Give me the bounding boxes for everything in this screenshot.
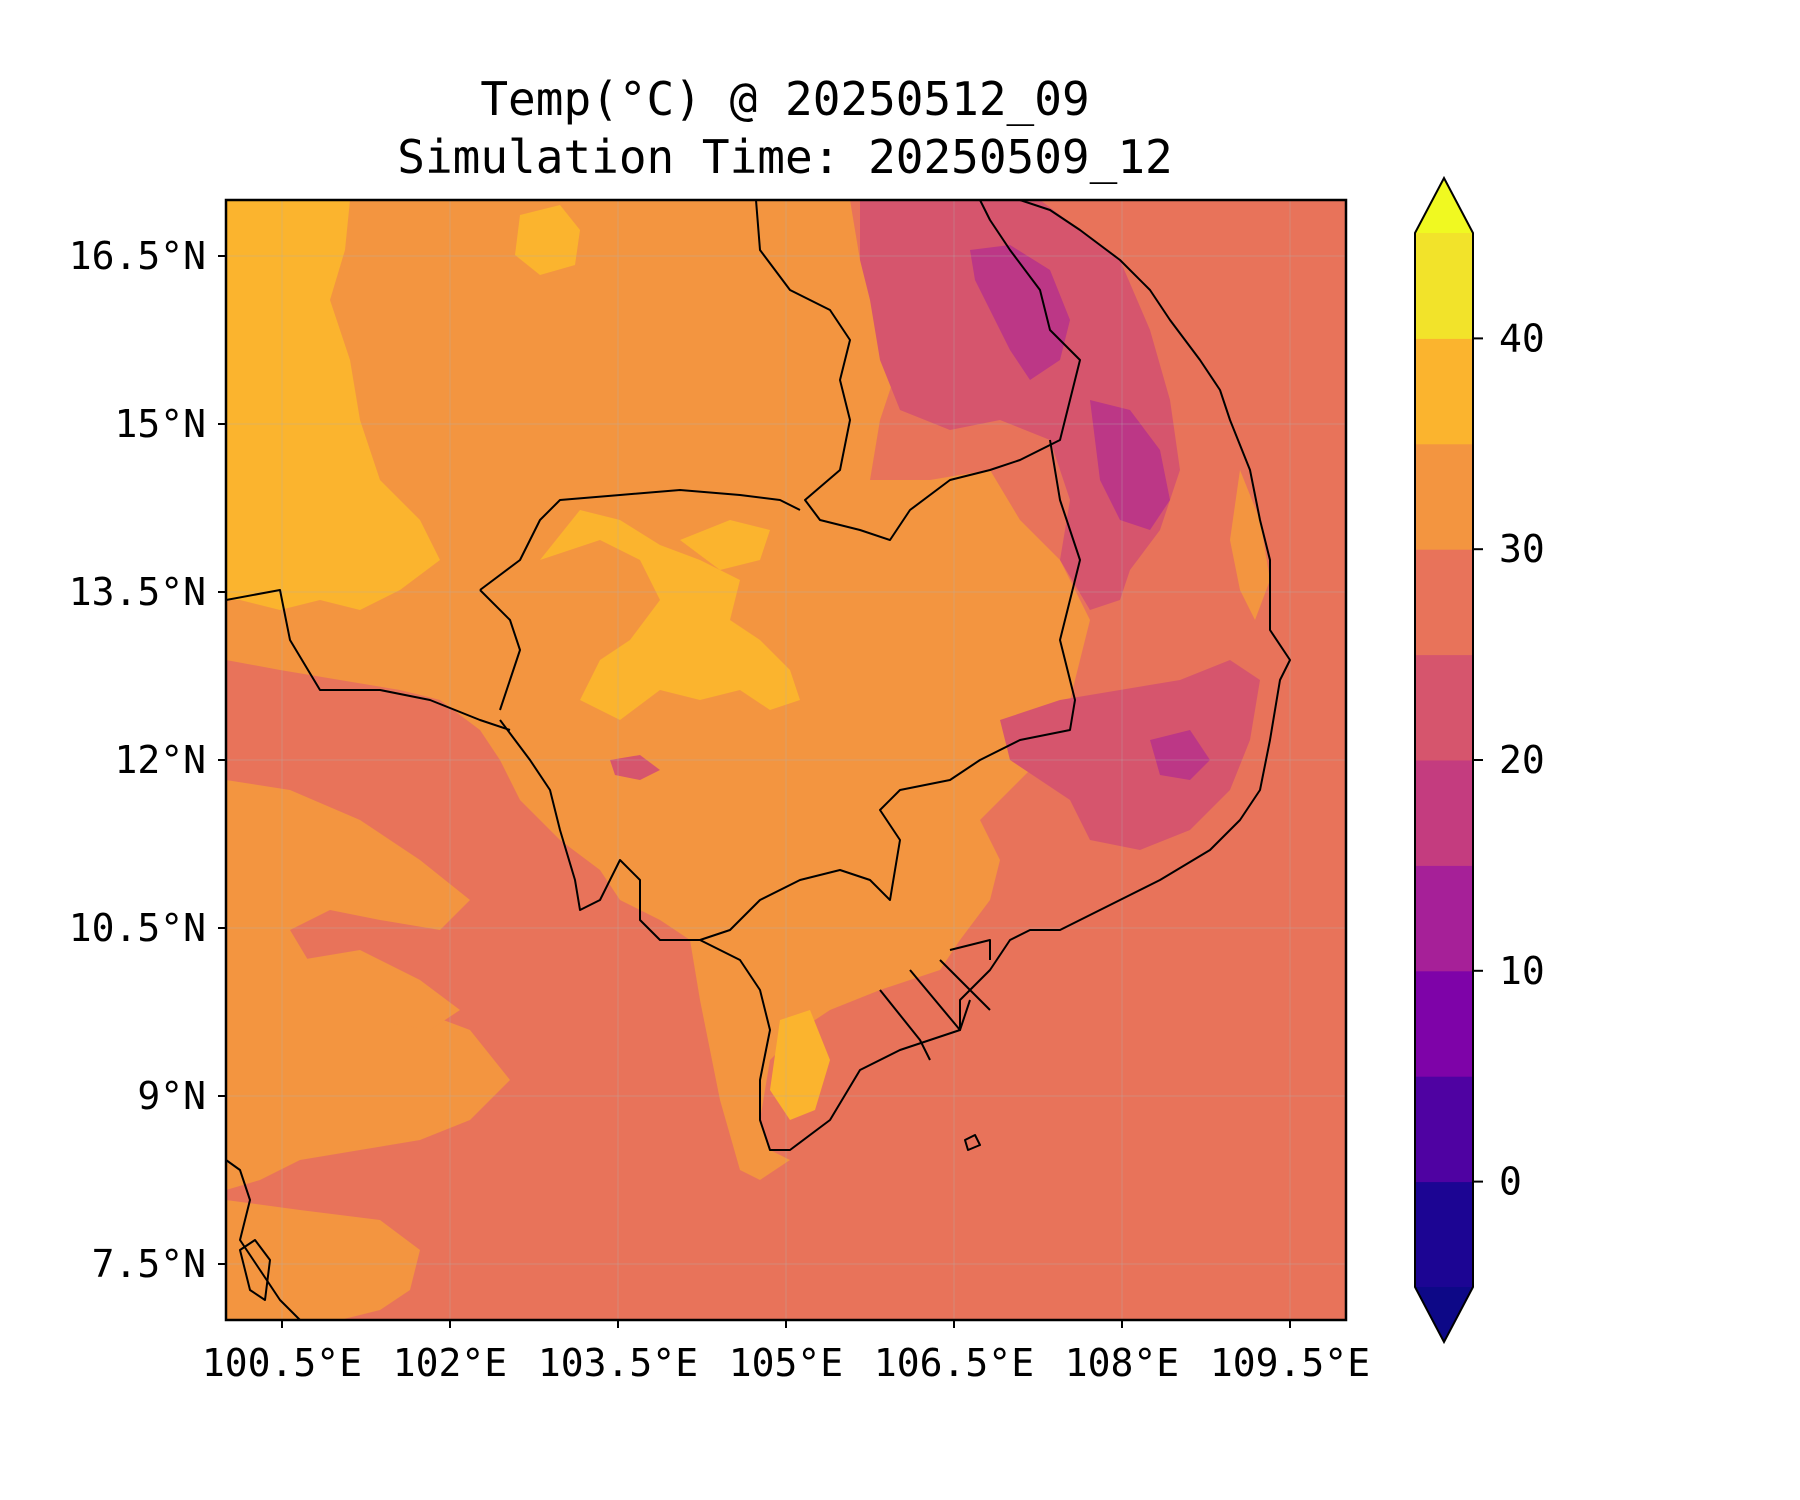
colorbar-segment [1415, 338, 1473, 445]
title-line-1: Temp(°C) @ 20250512_09 [480, 72, 1089, 126]
map-panel [226, 200, 1346, 1320]
colorbar-segment [1415, 233, 1473, 339]
field-band-35-40-south-island [770, 1010, 830, 1120]
colorbar-segment [1415, 443, 1473, 550]
island-con-dao [964, 1134, 981, 1151]
field-band-35-40-thailand [226, 200, 440, 610]
x-tick-label: 108°E [1065, 1341, 1179, 1385]
y-tick-label: 15°N [114, 402, 206, 446]
border-laos-thailand [755, 200, 1081, 541]
field-band-35-40-cambodia-east [680, 520, 770, 570]
field-band-15-20-core-south [1150, 730, 1210, 780]
border-cambodia-north [479, 489, 801, 591]
field-band-20-25-cambodia-spot [610, 755, 660, 780]
y-tick-label: 16.5°N [69, 234, 206, 278]
field-band-35-40-north [515, 205, 580, 275]
colorbar-segment [1415, 1076, 1473, 1183]
field-band-30-35-sea-strip [300, 950, 460, 1030]
colorbar-tick-label: 0 [1499, 1160, 1522, 1204]
colorbar-outline [1414, 175, 1474, 1345]
y-tick-label: 12°N [114, 738, 206, 782]
field-band-15-20-core-north [970, 245, 1070, 380]
border-cambodia-west [479, 589, 521, 711]
colorbar-segment [1415, 865, 1473, 972]
border-cambodia-vietnam [699, 439, 1081, 941]
coastlines-borders [226, 200, 1291, 1320]
colorbar-segment [1415, 654, 1473, 761]
colorbar: 0 10 20 30 40 [1414, 175, 1545, 1345]
border-thailand-cambodia [226, 589, 511, 731]
colorbar-segment [1415, 970, 1473, 1077]
colorbar-tick-label: 30 [1499, 527, 1545, 571]
colorbar-segment [1415, 1181, 1473, 1288]
x-tick-label: 109.5°E [1210, 1341, 1370, 1385]
title-line-2: Simulation Time: 20250509_12 [397, 130, 1172, 184]
colorbar-tick-label: 20 [1499, 738, 1545, 782]
colorbar-segment [1415, 549, 1473, 656]
field-band-20-25-highlands-south [1000, 660, 1260, 850]
field-band-30-35-sea-west [226, 780, 510, 1190]
colorbar-segment [1415, 760, 1473, 866]
x-tick-label: 106.5°E [874, 1341, 1034, 1385]
coastline-malay-peninsula [226, 1159, 301, 1320]
gridlines [226, 200, 1346, 1320]
field-band-30-35-east-coast [1230, 470, 1270, 620]
y-tick-label: 10.5°N [69, 906, 206, 950]
x-tick-label: 105°E [729, 1341, 843, 1385]
x-axis: 100.5°E 102°E 103.5°E 105°E 106.5°E 108°E 109.… [202, 1320, 1370, 1385]
colorbar-tick-label: 40 [1499, 316, 1545, 360]
colorbar-over-triangle [1415, 178, 1473, 233]
colorbar-tick-label: 10 [1499, 949, 1545, 993]
field-band-35-40-cambodia [540, 510, 800, 720]
island-near-peninsula [239, 1239, 271, 1301]
field-band-15-20-core-mid [1090, 400, 1170, 530]
x-tick-label: 100.5°E [202, 1341, 362, 1385]
x-tick-label: 102°E [393, 1341, 507, 1385]
coastline-gulf-thailand [226, 200, 1291, 1151]
y-tick-label: 9°N [137, 1074, 206, 1118]
colorbar-under-triangle [1415, 1287, 1473, 1342]
field-band-20-25-highlands-north [860, 200, 1180, 610]
y-axis: 16.5°N 15°N 13.5°N 12°N 10.5°N 9°N 7.5°N [69, 234, 226, 1286]
x-tick-label: 103.5°E [538, 1341, 698, 1385]
y-tick-label: 7.5°N [92, 1242, 206, 1286]
coastline-mekong-delta [879, 939, 991, 1061]
y-tick-label: 13.5°N [69, 570, 206, 614]
